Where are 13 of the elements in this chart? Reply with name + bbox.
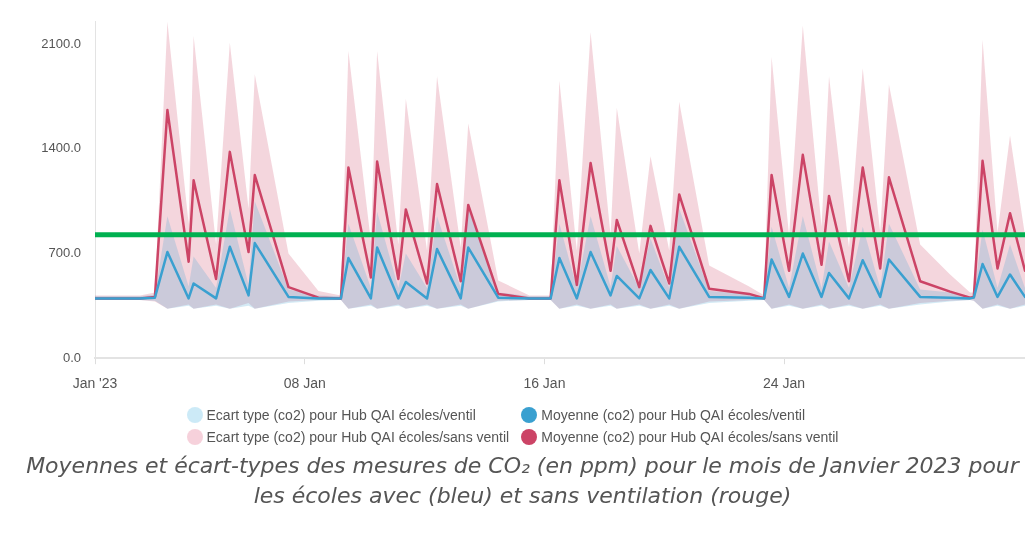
x-tick-label: Jan '23: [72, 375, 118, 392]
x-tick-label: 24 Jan: [763, 375, 806, 392]
y-tick-label: 1400.0: [41, 140, 81, 156]
y-tick-label: 2100.0: [41, 35, 81, 51]
y-tick-label: 700.0: [48, 245, 81, 261]
legend-label: Moyenne (co2) pour Hub QAI écoles/ventil: [541, 407, 806, 423]
legend-label: Ecart type (co2) pour Hub QAI écoles/ventil: [206, 407, 476, 423]
text: Moyennes et écart-types des mesures de CO₂ (en ppm) pour le mois de Janvier 2023 pour les écoles avec (bleu) et sans ventilation (rouge): [25, 452, 1021, 510]
y-tick-label: 0.0: [62, 349, 81, 365]
legend-label: Ecart type (co2) pour Hub QAI écoles/sans ventil: [206, 429, 510, 445]
x-tick-label: 16 Jan: [523, 375, 566, 392]
x-tick-label: 08 Jan: [283, 375, 326, 392]
legend-label: Moyenne (co2) pour Hub QAI écoles/sans ventil: [541, 429, 839, 445]
